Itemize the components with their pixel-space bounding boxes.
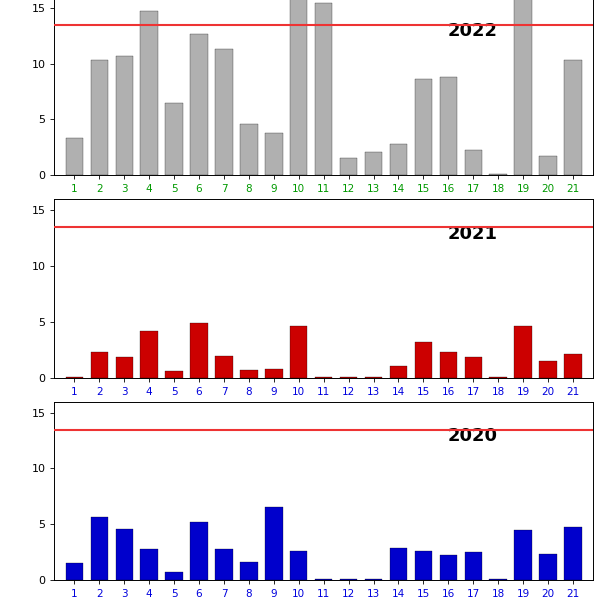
- Bar: [514, 0, 532, 175]
- Bar: [440, 555, 457, 580]
- Bar: [539, 361, 557, 378]
- Bar: [290, 551, 307, 580]
- Bar: [414, 342, 432, 378]
- Bar: [91, 352, 108, 378]
- Bar: [489, 579, 507, 580]
- Bar: [265, 368, 283, 378]
- Text: 2021: 2021: [448, 225, 497, 243]
- Bar: [215, 548, 233, 580]
- Bar: [215, 356, 233, 378]
- Bar: [365, 579, 382, 580]
- Bar: [91, 518, 108, 580]
- Bar: [91, 60, 108, 175]
- Bar: [564, 354, 581, 378]
- Bar: [539, 554, 557, 580]
- Bar: [165, 572, 183, 580]
- Bar: [240, 124, 258, 175]
- Bar: [66, 563, 83, 580]
- Bar: [465, 358, 482, 378]
- Bar: [414, 551, 432, 580]
- Bar: [290, 326, 307, 378]
- Bar: [240, 370, 258, 378]
- Bar: [116, 358, 133, 378]
- Bar: [440, 352, 457, 378]
- Bar: [465, 150, 482, 175]
- Bar: [539, 156, 557, 175]
- Bar: [514, 326, 532, 378]
- Bar: [116, 528, 133, 580]
- Text: 2020: 2020: [448, 427, 497, 445]
- Bar: [564, 60, 581, 175]
- Bar: [390, 367, 407, 378]
- Bar: [489, 174, 507, 175]
- Bar: [440, 77, 457, 175]
- Text: 2022: 2022: [448, 22, 497, 40]
- Bar: [315, 2, 332, 175]
- Bar: [514, 530, 532, 580]
- Bar: [116, 56, 133, 175]
- Bar: [390, 144, 407, 175]
- Bar: [191, 323, 208, 378]
- Bar: [414, 79, 432, 175]
- Bar: [66, 138, 83, 175]
- Bar: [140, 11, 158, 175]
- Bar: [240, 562, 258, 580]
- Bar: [290, 0, 307, 175]
- Bar: [165, 103, 183, 175]
- Bar: [390, 548, 407, 580]
- Bar: [365, 152, 382, 175]
- Bar: [191, 522, 208, 580]
- Bar: [564, 527, 581, 580]
- Bar: [265, 507, 283, 580]
- Bar: [191, 34, 208, 175]
- Bar: [340, 158, 358, 175]
- Bar: [465, 552, 482, 580]
- Bar: [215, 50, 233, 175]
- Bar: [140, 331, 158, 378]
- Bar: [165, 371, 183, 378]
- Bar: [140, 548, 158, 580]
- Bar: [265, 133, 283, 175]
